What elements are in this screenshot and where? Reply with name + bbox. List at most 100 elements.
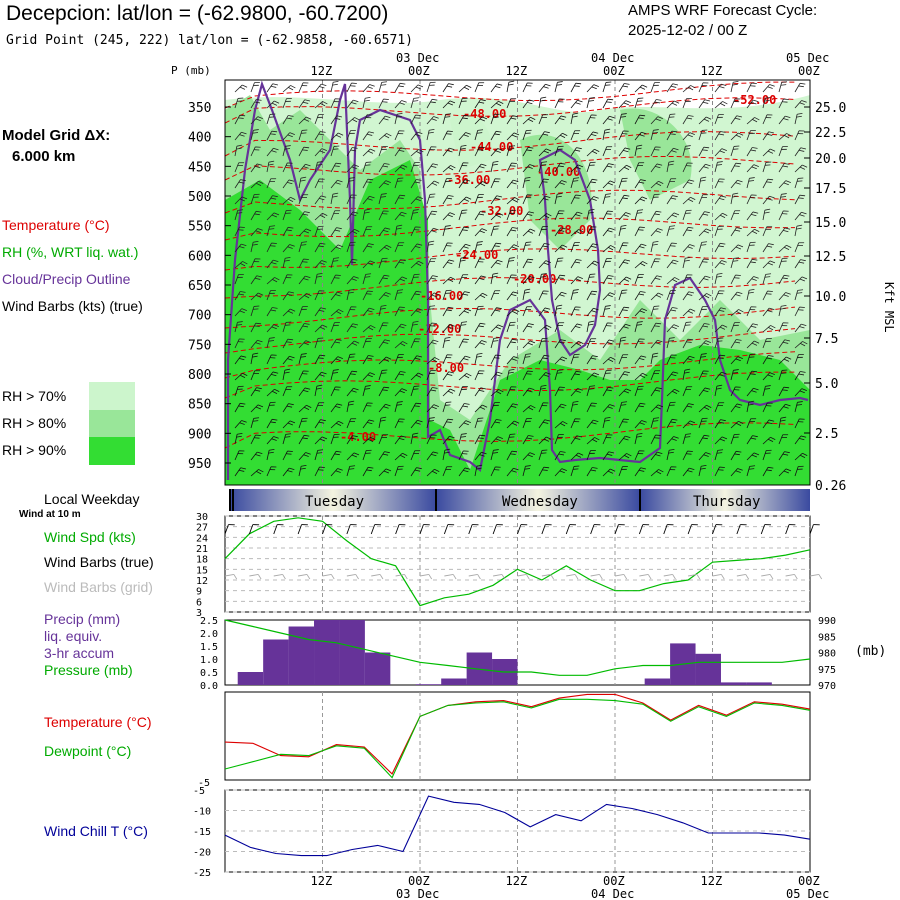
wind-barb-shaft	[778, 451, 785, 461]
wind-barb-flag	[464, 403, 470, 405]
wind-barb-shaft	[394, 147, 402, 157]
wind-barb-flag	[799, 82, 806, 85]
wind-barb-shaft	[442, 402, 447, 413]
wind-barb	[458, 403, 470, 413]
wind-barb-flag	[334, 98, 341, 100]
wind-barb-shaft	[650, 82, 655, 93]
wind-barb-flag	[368, 419, 375, 422]
wind-barb	[474, 129, 484, 141]
wind-barb-flag	[464, 375, 470, 379]
wind-barb-flag	[752, 323, 759, 326]
station-latlon: lat/lon = (-62.9800, -60.7200)	[116, 2, 389, 25]
wind-barb	[250, 404, 264, 413]
wind-barb-shaft	[730, 451, 737, 461]
temperature-contour-label: -12.00	[418, 322, 461, 336]
wind-barb-flag	[242, 84, 248, 88]
wind-barb-flag	[510, 229, 517, 232]
wind-barb	[746, 258, 758, 269]
wind-barb	[362, 355, 374, 365]
wind-barb-flag	[801, 388, 807, 391]
wind-barb-flag	[494, 178, 501, 180]
temperature-contour-label: -16.00	[420, 289, 463, 303]
wind-barb-flag	[428, 243, 434, 246]
wind-barb-flag	[381, 213, 388, 215]
wind-barb-flag	[494, 309, 501, 312]
wind-barb-flag	[396, 115, 402, 118]
wind-barb-flag	[748, 400, 755, 403]
wind-barb-shaft	[538, 213, 547, 221]
wind-barb	[778, 81, 788, 93]
wind-barb-flag	[450, 388, 456, 392]
wind-barb-flag	[673, 147, 679, 151]
wind-barb-flag	[289, 420, 296, 424]
wind-barb-shaft	[458, 355, 466, 365]
wind-barb-flag	[513, 356, 519, 359]
wind-barb-shaft	[506, 322, 511, 333]
wind-barb-shaft	[618, 226, 622, 237]
wind-barb-flag	[398, 261, 405, 264]
wind-barb	[458, 291, 470, 301]
wind-barb	[410, 131, 423, 141]
cycle-date: 2025-12-02 / 00 Z	[628, 22, 748, 39]
wind-barb-flag	[380, 307, 386, 310]
wind-barb	[474, 352, 483, 365]
wind-barb-flag	[385, 292, 391, 295]
wind-barb-flag	[385, 180, 391, 183]
wind-barb	[634, 131, 647, 141]
wind-barb	[618, 401, 628, 413]
wind-barb	[362, 114, 373, 125]
wind-barb-flag	[428, 308, 435, 310]
wind-barb-flag	[272, 371, 279, 374]
wind-barb-flag	[557, 436, 563, 438]
wind-barb-flag	[718, 421, 725, 424]
wind-barb	[554, 115, 567, 125]
wind-barb-shaft	[474, 354, 478, 365]
wind-barb-flag	[492, 163, 498, 166]
wind-barb	[666, 83, 679, 93]
wind-barb-shaft	[474, 306, 479, 317]
wind-barb-shaft	[426, 387, 433, 397]
wind-barb-flag	[767, 198, 773, 201]
wind-barb-flag	[270, 466, 277, 468]
wind-barb-flag	[380, 84, 387, 86]
wind-barb-flag	[558, 210, 565, 212]
wind-barb-shaft	[538, 402, 544, 413]
wind-barb	[410, 243, 423, 253]
wind-barb-flag	[319, 374, 325, 377]
wind-barb-shaft	[314, 274, 318, 285]
wind-barb-shaft	[586, 450, 591, 461]
wind-barb	[362, 84, 375, 93]
wind-barb	[602, 210, 613, 221]
wind-barb-shaft	[586, 243, 594, 253]
wind-barb-flag	[655, 146, 661, 148]
wind-barb-flag	[255, 146, 261, 148]
wind-barb-shaft	[650, 211, 657, 221]
wind-barb-flag	[797, 421, 804, 423]
wind-barb-shaft	[362, 243, 369, 253]
wind-barb-shaft	[490, 389, 499, 397]
wind-barb-shaft	[778, 146, 783, 157]
wind-barb	[522, 99, 535, 109]
legend-cloud: Cloud/Precip Outline	[2, 271, 131, 287]
wind-barb-shaft	[570, 323, 578, 333]
wind-barb-flag	[272, 279, 278, 283]
wind-barb-flag	[751, 278, 757, 281]
wind-barb	[634, 308, 647, 317]
wind-barb-flag	[238, 274, 244, 276]
wind-barb-shaft	[682, 227, 689, 237]
wind-barb-flag	[253, 261, 260, 263]
grid-wind-barb	[809, 573, 823, 580]
wind-barb-flag	[481, 163, 487, 166]
wind-barb-flag	[412, 323, 418, 326]
wind-barb-shaft	[490, 419, 497, 429]
wind-barb-shaft	[586, 372, 595, 381]
wind-barb-shaft	[330, 244, 339, 253]
wind-barb	[522, 465, 531, 477]
wind-barb-flag	[767, 178, 774, 181]
wind-barb	[682, 386, 693, 397]
station-name: Decepcion:	[6, 2, 112, 25]
wind-barb-flag	[302, 306, 308, 308]
wind-barb-flag	[753, 276, 759, 279]
wind-barb-flag	[401, 323, 407, 326]
wind-barb	[266, 178, 277, 189]
